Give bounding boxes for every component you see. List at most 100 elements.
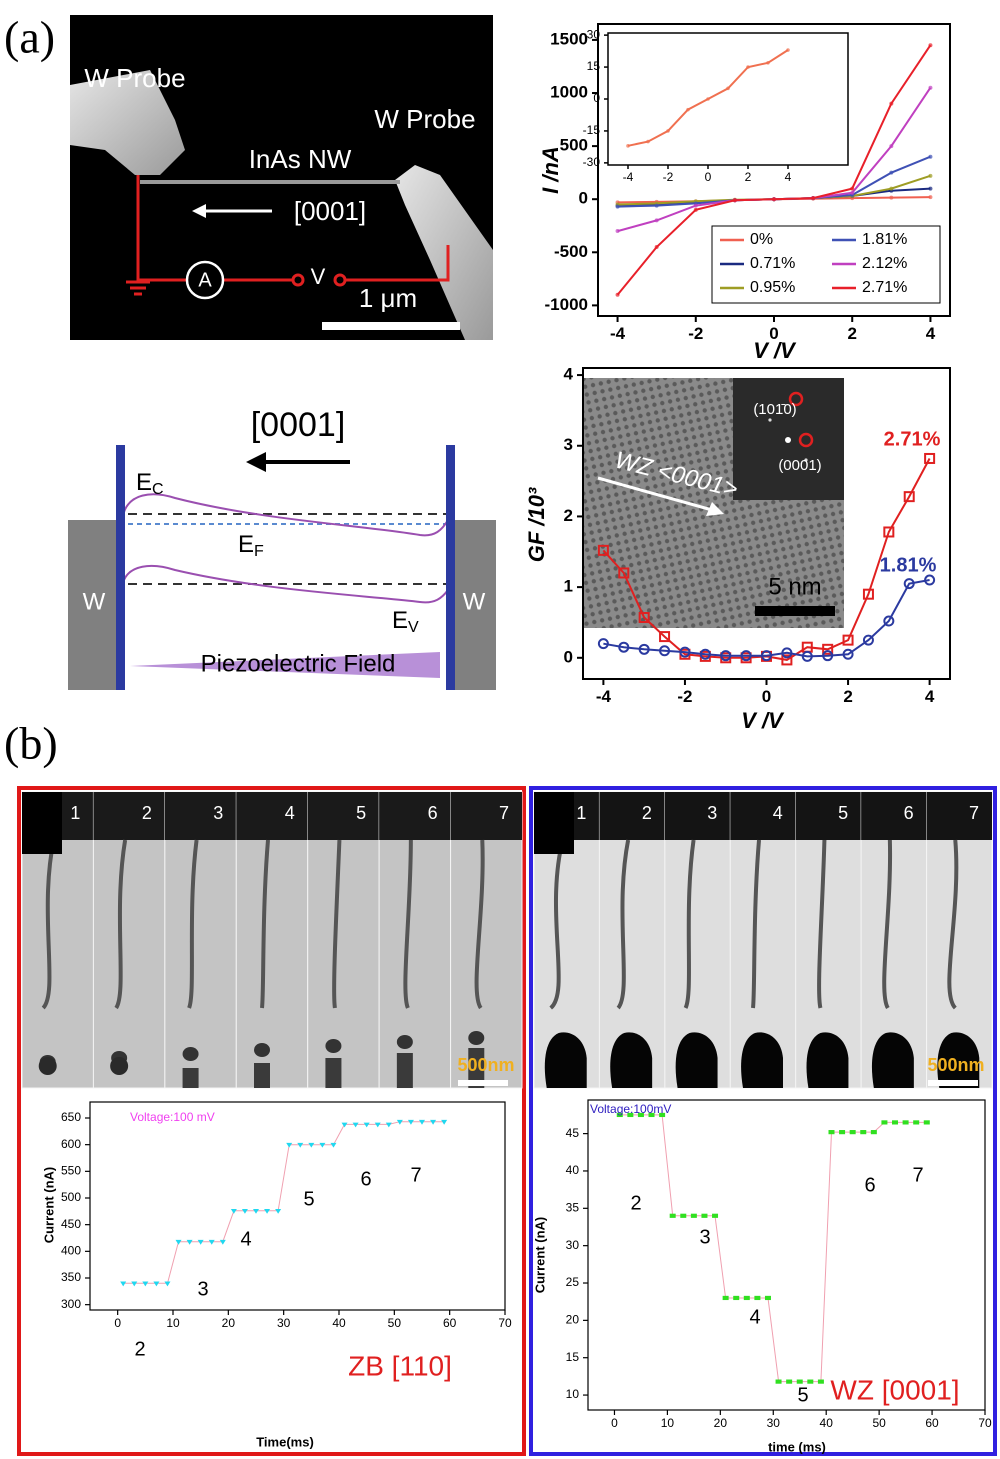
series-label: 1.81% [880, 554, 937, 576]
probe-top [236, 792, 307, 840]
y-tick-label: 25 [566, 1275, 580, 1289]
x-tick-label: -4 [623, 170, 634, 184]
band-subscript: V [408, 619, 419, 636]
data-point [913, 1120, 919, 1124]
frame-number: 6 [904, 803, 914, 823]
series-label: 2.71% [884, 428, 941, 450]
x-tick-label: 0 [611, 1416, 618, 1430]
data-point [860, 1130, 866, 1134]
step-label: 7 [410, 1164, 421, 1186]
frame-number: 3 [213, 803, 223, 823]
y-tick-label: 15 [566, 1350, 580, 1364]
x-tick-label: 30 [277, 1316, 291, 1330]
data-point [694, 204, 698, 208]
data-point [811, 196, 815, 200]
data-point [733, 198, 737, 202]
band-subscript: C [152, 481, 164, 498]
corner-block [534, 792, 574, 854]
data-point [655, 218, 659, 222]
data-point [850, 187, 854, 191]
metal-label: W [463, 588, 486, 615]
x-axis-label: V /V [741, 708, 785, 733]
data-point [850, 191, 854, 195]
contact-blob [397, 1053, 413, 1088]
voltage-annotation: Voltage:100mV [590, 1102, 671, 1116]
x-tick-label: 30 [767, 1416, 781, 1430]
data-point [889, 144, 893, 148]
data-point [766, 61, 770, 65]
data-point [828, 1130, 834, 1134]
y-tick-label: 45 [566, 1126, 580, 1140]
y-tick-label: 35 [566, 1200, 580, 1214]
direction-label: [0001] [294, 196, 366, 226]
data-point [889, 196, 893, 200]
frame-number: 5 [356, 803, 366, 823]
fft-label: (101̄0) [753, 401, 796, 418]
x-tick-label: -2 [688, 324, 703, 343]
data-point [655, 245, 659, 249]
y-tick-label: 1500 [550, 29, 588, 48]
data-point [797, 1380, 803, 1384]
field-label: Piezoelectric Field [201, 650, 396, 677]
y-tick-label: 450 [61, 1217, 81, 1231]
y-tick-label: 500 [560, 136, 588, 155]
structure-label: ZB [110] [348, 1350, 452, 1381]
scale-label: 500nm [927, 1055, 984, 1075]
data-point [776, 1380, 782, 1384]
data-point [928, 86, 932, 90]
x-axis-label: Time(ms) [256, 1434, 314, 1449]
data-point [889, 187, 893, 191]
x-tick-label: 4 [926, 324, 936, 343]
scale-label: 5 nm [768, 573, 821, 600]
x-tick-label: -4 [596, 687, 612, 706]
data-point [723, 1296, 729, 1300]
data-point [881, 1120, 887, 1124]
y-tick-label: -15 [583, 123, 601, 137]
step-label: 3 [197, 1278, 208, 1300]
y-tick-label: -1000 [545, 295, 588, 314]
frame-number: 7 [499, 803, 509, 823]
probe-label: W Probe [374, 104, 475, 134]
frame-number: 2 [142, 803, 152, 823]
y-tick-label: 1000 [550, 83, 588, 102]
contact-blob [254, 1043, 270, 1057]
band-label: EF [238, 531, 264, 560]
contact-blob [39, 1057, 57, 1075]
y-tick-label: 10 [566, 1387, 580, 1401]
data-point [691, 1214, 697, 1218]
legend-label: 2.71% [862, 279, 907, 296]
probe-top [379, 792, 450, 840]
y-tick-label: 0 [564, 647, 573, 666]
x-tick-label: 10 [166, 1316, 180, 1330]
step-label: 3 [699, 1226, 710, 1248]
scale-label: 500nm [457, 1055, 514, 1075]
x-tick-label: 60 [925, 1416, 939, 1430]
frame-number: 2 [642, 803, 652, 823]
x-tick-label: 50 [872, 1416, 886, 1430]
wire-label: InAs NW [249, 144, 352, 174]
data-point [786, 1380, 792, 1384]
data-point [706, 97, 710, 101]
data-point [889, 171, 893, 175]
data-point [928, 155, 932, 159]
x-tick-label: 2 [843, 687, 852, 706]
scale-label: 1 μm [359, 283, 417, 313]
y-tick-label: 0 [579, 189, 588, 208]
y-tick-label: -500 [554, 242, 588, 261]
y-axis-label: Current (nA) [41, 1167, 56, 1244]
y-tick-label: 40 [566, 1163, 580, 1177]
structure-label: WZ [0001] [830, 1374, 959, 1405]
frame-number: 5 [838, 803, 848, 823]
band-label: EC [136, 469, 164, 498]
y-tick-label: 3 [564, 435, 573, 454]
contact-blob [183, 1047, 199, 1061]
step-label: 5 [797, 1384, 808, 1406]
data-point [616, 293, 620, 297]
frame-number: 4 [285, 803, 295, 823]
x-tick-label: 60 [443, 1316, 457, 1330]
x-tick-label: 50 [388, 1316, 402, 1330]
x-tick-label: 20 [714, 1416, 728, 1430]
data-point [744, 1296, 750, 1300]
x-tick-label: -2 [677, 687, 692, 706]
data-point [807, 1380, 813, 1384]
